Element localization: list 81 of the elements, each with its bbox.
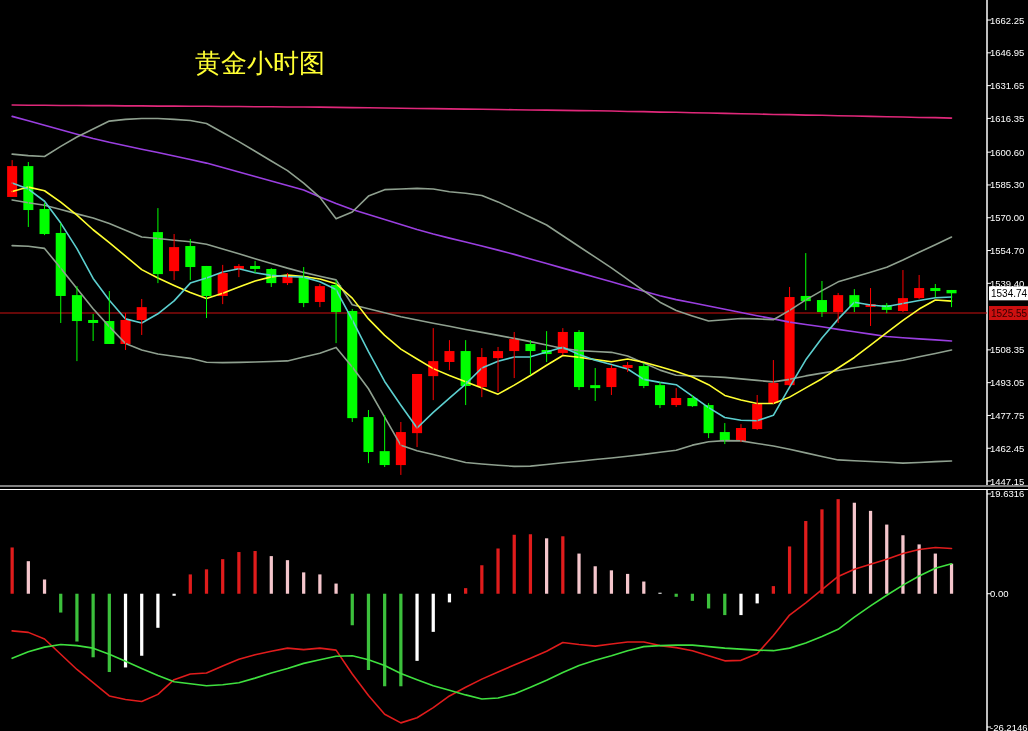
y-tick-label: 1616.35	[990, 112, 1025, 124]
text: 1534.74	[991, 288, 1028, 300]
bar	[577, 553, 581, 594]
bar	[366, 593, 371, 670]
y-tick-label: 1477.75	[990, 409, 1025, 421]
bar	[787, 546, 792, 594]
bar	[852, 502, 856, 594]
y-tick-label: 19.6316	[990, 488, 1025, 500]
y-tick-label: 1508.35	[990, 344, 1025, 356]
bar	[415, 593, 419, 661]
bar	[431, 593, 435, 632]
y-tick-label: 1539.40	[990, 277, 1025, 289]
bar	[512, 534, 516, 594]
candlestick	[363, 409, 374, 464]
bar	[318, 574, 322, 594]
bar	[868, 510, 873, 594]
candlestick	[590, 367, 601, 402]
candlestick	[185, 238, 196, 281]
bar	[269, 556, 273, 594]
bar	[464, 588, 468, 594]
bar	[739, 593, 743, 616]
y-tick-label: 1570.00	[990, 212, 1025, 224]
candlestick	[833, 292, 844, 324]
bar	[285, 560, 290, 594]
bar	[545, 538, 549, 594]
bar	[771, 586, 775, 594]
bar	[561, 536, 565, 594]
y-tick-label: 0.00	[990, 588, 1009, 600]
bar	[496, 548, 500, 594]
bar	[642, 581, 646, 594]
bar	[75, 593, 79, 642]
bar	[949, 563, 954, 594]
bar	[221, 559, 225, 594]
y-tick-label: 1631.65	[990, 80, 1025, 92]
bar	[107, 593, 111, 673]
bar	[26, 561, 30, 594]
y-tick-label: 1662.25	[990, 14, 1025, 26]
bar	[302, 572, 306, 594]
text: 黄金小时图	[195, 48, 325, 78]
bar	[480, 565, 484, 594]
bar	[399, 593, 403, 687]
bar	[804, 521, 808, 594]
y-tick-label: -26.2146	[990, 721, 1028, 731]
candlestick	[444, 339, 455, 371]
y-tick-label: 1447.15	[990, 475, 1025, 487]
y-tick-label: 1646.95	[990, 47, 1025, 59]
bar	[528, 534, 533, 594]
bar	[172, 593, 176, 596]
bar	[334, 583, 338, 594]
candlestick	[136, 298, 147, 336]
y-tick-label: 1600.60	[990, 146, 1025, 158]
bar	[723, 593, 727, 616]
bar	[237, 552, 241, 594]
y-tick-label: 1585.30	[990, 179, 1025, 191]
candlestick	[379, 414, 390, 468]
line-series	[11, 244, 953, 468]
bar	[156, 593, 160, 628]
line-series	[11, 104, 953, 119]
candlestick	[930, 283, 941, 298]
bar	[593, 566, 597, 594]
bar	[383, 593, 387, 687]
line-series	[11, 562, 953, 700]
candlestick	[201, 265, 212, 319]
bar	[674, 593, 678, 597]
y-tick-label: 1462.45	[990, 442, 1025, 454]
y-tick-label: 1493.05	[990, 377, 1025, 389]
bar	[253, 551, 257, 594]
bar	[10, 547, 14, 594]
y-tick-label: 1554.70	[990, 245, 1025, 257]
bar	[885, 524, 889, 594]
bar	[350, 593, 354, 626]
bar	[188, 574, 192, 594]
bar	[42, 579, 47, 594]
bar	[901, 535, 905, 594]
bar	[59, 593, 63, 613]
bar	[625, 573, 630, 594]
bar	[690, 593, 695, 601]
bar	[609, 570, 614, 594]
bar	[140, 593, 144, 656]
ref-line-label: 1525.55	[991, 308, 1028, 320]
bar	[204, 569, 209, 594]
